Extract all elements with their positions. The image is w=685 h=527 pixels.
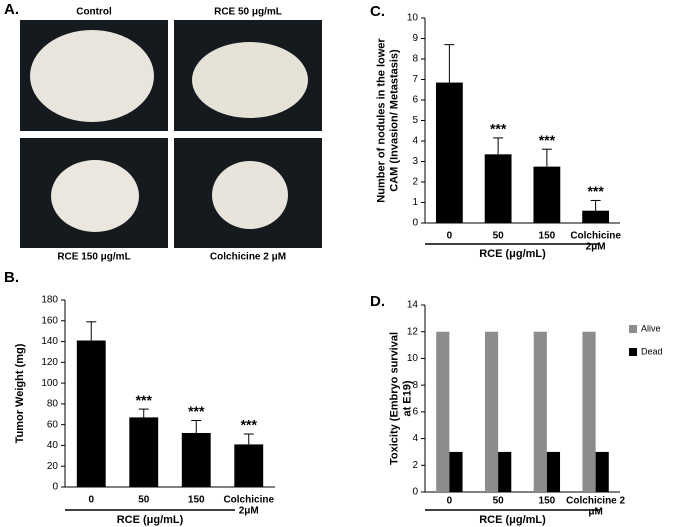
legend-swatch xyxy=(629,348,637,356)
bar xyxy=(181,432,211,487)
x-tick-label: 150 xyxy=(539,231,556,242)
bar xyxy=(595,451,609,492)
significance: *** xyxy=(490,121,507,137)
photo-caption: RCE 50 μg/mL xyxy=(214,7,282,18)
bar xyxy=(234,444,264,487)
y-tick-label: 8 xyxy=(412,54,418,65)
bar xyxy=(449,451,463,492)
y-tick-label: 80 xyxy=(47,399,59,410)
panel-label: B. xyxy=(4,269,19,286)
panel-label: D. xyxy=(370,293,385,310)
significance: *** xyxy=(241,417,258,433)
y-tick-label: 40 xyxy=(47,440,59,451)
y-tick-label: 14 xyxy=(407,300,419,311)
y-axis-label: Number of nodules in the lower xyxy=(375,38,387,203)
y-axis-label: Toxicity (Embryo survival xyxy=(388,332,400,465)
bar xyxy=(484,154,512,223)
bar xyxy=(484,331,499,492)
y-tick-label: 0 xyxy=(412,218,418,229)
y-tick-label: 7 xyxy=(412,74,418,85)
y-tick-label: 60 xyxy=(47,419,59,430)
significance: *** xyxy=(136,392,153,408)
y-tick-label: 9 xyxy=(412,33,418,44)
significance: *** xyxy=(188,403,205,419)
bar xyxy=(436,331,450,492)
x-tick-label: 0 xyxy=(88,495,94,506)
y-tick-label: 120 xyxy=(41,357,58,368)
y-tick-label: 8 xyxy=(412,380,418,391)
bar xyxy=(76,340,106,487)
y-tick-label: 12 xyxy=(407,326,419,337)
y-tick-label: 160 xyxy=(41,315,58,326)
y-tick-label: 180 xyxy=(41,295,58,306)
bar xyxy=(582,331,596,492)
y-tick-label: 5 xyxy=(412,115,418,126)
bar xyxy=(582,210,610,223)
significance: *** xyxy=(587,183,604,199)
y-tick-label: 1 xyxy=(412,197,418,208)
x-tick-label: 150 xyxy=(188,495,205,506)
x-tick-label: 50 xyxy=(138,495,150,506)
x-tick-label: Colchicine 2 xyxy=(566,496,625,507)
bar xyxy=(129,417,159,487)
x-tick-label: 50 xyxy=(493,231,505,242)
tumor xyxy=(192,42,308,118)
x-tick-label: Colchicine xyxy=(223,495,274,506)
bar xyxy=(498,451,512,492)
tumor xyxy=(212,161,288,229)
x-tick-label: 0 xyxy=(447,496,453,507)
x-tick-label: Colchicine xyxy=(570,231,621,242)
y-tick-label: 6 xyxy=(412,95,418,106)
significance: *** xyxy=(539,132,556,148)
photo-caption: Control xyxy=(76,7,112,18)
x-tick-label: μM xyxy=(588,507,602,518)
photo-caption: RCE 150 μg/mL xyxy=(57,252,130,263)
panel-a-photos xyxy=(20,20,322,248)
y-tick-label: 2 xyxy=(412,177,418,188)
panel-label: A. xyxy=(4,1,19,18)
bar xyxy=(533,331,547,492)
y-tick-label: 2 xyxy=(412,460,418,471)
y-axis-label: Tumor Weight (mg) xyxy=(14,343,26,443)
x-axis-label: RCE (μg/mL) xyxy=(117,514,184,526)
x-tick-label: 2μM xyxy=(586,242,606,253)
legend-label: Alive xyxy=(641,323,661,333)
y-tick-label: 4 xyxy=(412,433,418,444)
y-tick-label: 20 xyxy=(47,461,59,472)
y-tick-label: 100 xyxy=(41,378,58,389)
x-tick-label: 0 xyxy=(447,231,453,242)
x-tick-label: 2μM xyxy=(239,506,259,517)
y-tick-label: 6 xyxy=(412,406,418,417)
photo-caption: Colchicine 2 μM xyxy=(210,252,286,263)
bar xyxy=(546,451,561,492)
tumor xyxy=(30,30,154,122)
y-tick-label: 10 xyxy=(407,13,419,24)
legend-swatch xyxy=(629,325,637,333)
legend-label: Dead xyxy=(641,346,663,356)
y-axis-label: CAM (Invasion/ Metastasis) xyxy=(388,49,400,192)
y-tick-label: 0 xyxy=(412,487,418,498)
bar xyxy=(533,166,561,223)
x-axis-label: RCE (μg/mL) xyxy=(479,514,546,526)
x-tick-label: 150 xyxy=(539,496,556,507)
y-tick-label: 0 xyxy=(52,482,58,493)
panel-label: C. xyxy=(370,3,385,20)
y-tick-label: 3 xyxy=(412,156,418,167)
x-axis-label: RCE (μg/mL) xyxy=(479,248,546,260)
y-tick-label: 140 xyxy=(41,336,58,347)
y-axis-label: at E19) xyxy=(401,380,413,416)
bar xyxy=(435,82,463,223)
tumor xyxy=(51,160,139,232)
x-tick-label: 50 xyxy=(493,496,505,507)
y-tick-label: 10 xyxy=(407,353,419,364)
y-tick-label: 4 xyxy=(412,136,418,147)
